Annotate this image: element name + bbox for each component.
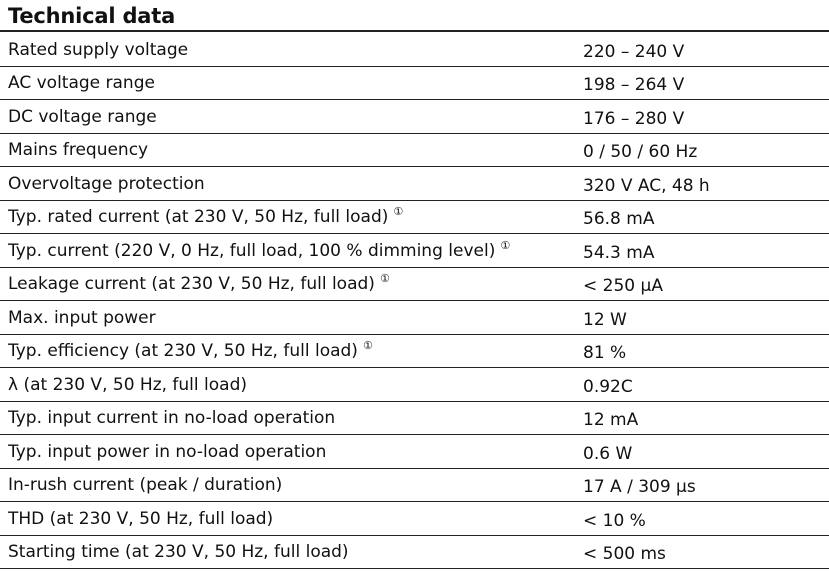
footnote-marker: ① [393, 205, 404, 218]
table-row: Max. input power 12 W [0, 301, 829, 335]
technical-data-table: Rated supply voltage 220 – 240 V AC volt… [0, 33, 829, 569]
table-row: λ (at 230 V, 50 Hz, full load) 0.92C [0, 368, 829, 402]
table-row: Typ. input current in no-load operation … [0, 402, 829, 435]
footnote-marker: ① [379, 272, 390, 285]
parameter-value: < 250 µA [583, 276, 663, 296]
parameter-label: Typ. input current in no-load operation [8, 408, 336, 428]
table-row: Mains frequency 0 / 50 / 60 Hz [0, 134, 829, 167]
parameter-value: 12 mA [583, 410, 639, 430]
parameter-value: < 500 ms [583, 544, 666, 564]
parameter-value: 176 – 280 V [583, 108, 685, 129]
parameter-value: 54.3 mA [583, 242, 655, 263]
table-row: Typ. rated current (at 230 V, 50 Hz, ful… [0, 201, 829, 234]
parameter-label: Typ. efficiency (at 230 V, 50 Hz, full l… [8, 339, 373, 361]
parameter-value: 320 V AC, 48 h [583, 175, 710, 196]
parameter-label: AC voltage range [8, 73, 155, 93]
table-row: Leakage current (at 230 V, 50 Hz, full l… [0, 268, 829, 301]
table-row: DC voltage range 176 – 280 V [0, 100, 829, 134]
parameter-label: THD (at 230 V, 50 Hz, full load) [8, 508, 274, 529]
parameter-label: Max. input power [8, 307, 156, 328]
parameter-value: 220 – 240 V [583, 41, 685, 62]
table-row: Starting time (at 230 V, 50 Hz, full loa… [0, 536, 829, 569]
parameter-label: Leakage current (at 230 V, 50 Hz, full l… [8, 272, 390, 294]
footnote-marker: ① [500, 238, 511, 252]
title-divider [0, 30, 829, 32]
table-row: Typ. efficiency (at 230 V, 50 Hz, full l… [0, 335, 829, 368]
parameter-value: 0.92C [583, 376, 633, 397]
parameter-value: 198 – 264 V [583, 75, 685, 95]
footnote-marker: ① [362, 339, 373, 352]
parameter-label: In-rush current (peak / duration) [8, 475, 283, 495]
parameter-value: 81 % [583, 343, 627, 363]
table-row: Typ. current (220 V, 0 Hz, full load, 10… [0, 234, 829, 268]
parameter-label: Typ. input power in no-load operation [8, 441, 327, 462]
table-row: Typ. input power in no-load operation 0.… [0, 435, 829, 469]
table-row: Rated supply voltage 220 – 240 V [0, 33, 829, 67]
parameter-label: Typ. rated current (at 230 V, 50 Hz, ful… [8, 205, 404, 227]
parameter-value: 56.8 mA [583, 209, 655, 229]
parameter-value: 12 W [583, 309, 627, 330]
parameter-value: 17 A / 309 µs [583, 477, 696, 497]
parameter-label: DC voltage range [8, 106, 157, 127]
parameter-label: λ (at 230 V, 50 Hz, full load) [8, 374, 247, 395]
parameter-label: Overvoltage protection [8, 173, 205, 194]
parameter-label: Typ. current (220 V, 0 Hz, full load, 10… [8, 238, 511, 261]
table-row: THD (at 230 V, 50 Hz, full load) < 10 % [0, 502, 829, 536]
section-title: Technical data [8, 4, 176, 28]
parameter-label: Starting time (at 230 V, 50 Hz, full loa… [8, 542, 349, 562]
parameter-label: Mains frequency [8, 140, 149, 160]
table-row: Overvoltage protection 320 V AC, 48 h [0, 167, 829, 201]
table-row: AC voltage range 198 – 264 V [0, 67, 829, 100]
parameter-label: Rated supply voltage [8, 39, 189, 60]
parameter-value: 0.6 W [583, 443, 633, 464]
table-row: In-rush current (peak / duration) 17 A /… [0, 469, 829, 502]
parameter-value: < 10 % [583, 510, 646, 531]
parameter-value: 0 / 50 / 60 Hz [583, 142, 698, 162]
